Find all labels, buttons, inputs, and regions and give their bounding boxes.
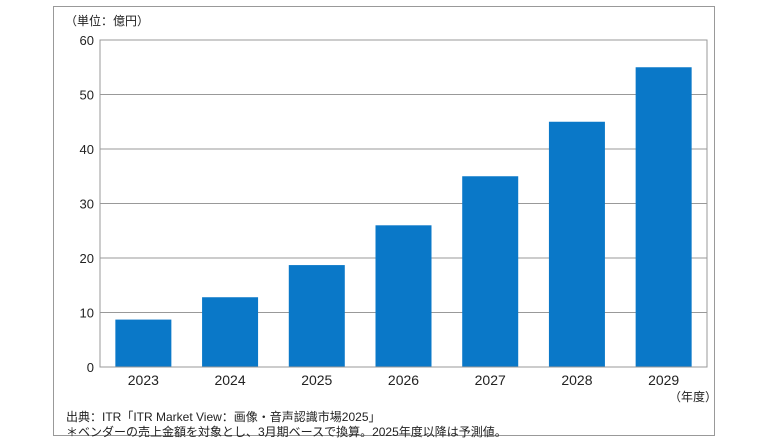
- bar-2029: [635, 67, 692, 367]
- x-tick-label: 2028: [561, 372, 592, 388]
- y-tick-label: 20: [80, 251, 94, 266]
- bar-2025: [288, 265, 345, 367]
- y-tick-labels: 0 10 20 30 40 50 60: [80, 33, 94, 375]
- unit-label: （単位：億円）: [65, 14, 150, 28]
- x-tick-label: 2027: [475, 372, 506, 388]
- bar-2028: [548, 121, 605, 367]
- plot-area-border: [99, 39, 708, 368]
- bar-2024: [202, 297, 259, 367]
- bar-2023: [115, 319, 172, 367]
- y-tick-label: 10: [80, 306, 94, 321]
- source-note: 出典：ITR「ITR Market View：画像・音声認識市場2025」: [66, 410, 381, 424]
- x-unit-label: （年度）: [669, 390, 718, 404]
- y-tick-label: 40: [80, 142, 94, 157]
- x-tick-label: 2029: [648, 372, 679, 388]
- y-tick-label: 30: [80, 197, 94, 212]
- bar-2026: [375, 225, 432, 367]
- footnote: ＊ベンダーの売上金額を対象とし、3月期ベースで換算。2025年度以降は予測値。: [66, 425, 507, 439]
- x-tick-label: 2023: [128, 372, 159, 388]
- y-tick-label: 60: [80, 33, 94, 48]
- y-tick-label: 50: [80, 88, 94, 103]
- y-tick-label: 0: [87, 360, 94, 375]
- x-tick-labels: 2023 2024 2025 2026 2027 2028 2029: [128, 372, 680, 388]
- x-tick-label: 2025: [301, 372, 332, 388]
- x-tick-label: 2024: [214, 372, 245, 388]
- bars: [115, 67, 692, 367]
- bar-2027: [462, 176, 519, 367]
- x-tick-label: 2026: [388, 372, 419, 388]
